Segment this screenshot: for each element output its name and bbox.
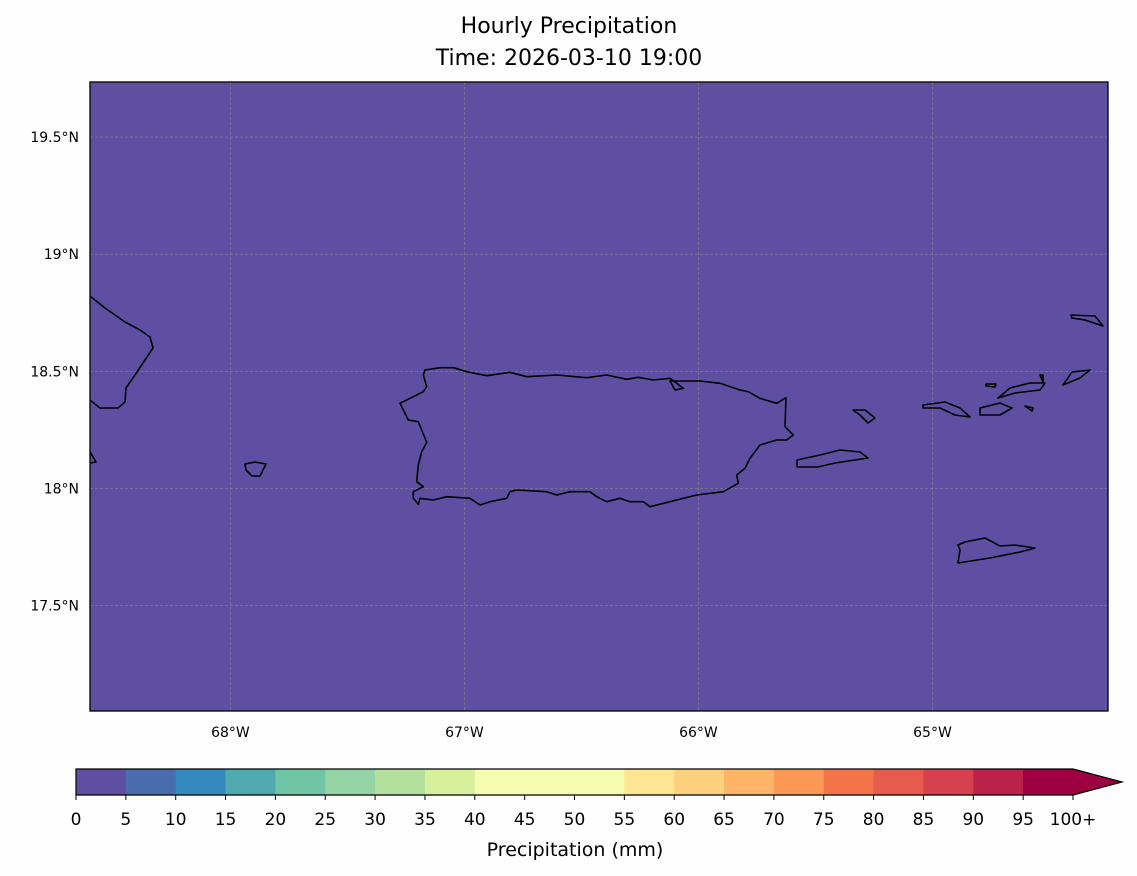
chart-title: Hourly Precipitation — [460, 14, 678, 39]
lat-tick-label: 18°N — [44, 481, 79, 497]
colorbar-segment — [973, 769, 1024, 795]
coastline-puerto-rico — [399, 366, 795, 508]
colorbar-tick-label: 65 — [713, 810, 735, 830]
colorbar-tick-label: 15 — [215, 810, 237, 830]
colorbar-segment — [873, 769, 924, 795]
colorbar-segment — [424, 769, 476, 795]
colorbar-segment — [674, 769, 725, 795]
colorbar-segment — [1023, 769, 1074, 795]
colorbar-segment — [225, 769, 276, 795]
coastline-islet — [1062, 369, 1091, 386]
colorbar-segment — [76, 769, 127, 795]
colorbar-label: Precipitation (mm) — [487, 839, 664, 861]
colorbar-tick-label: 80 — [863, 810, 885, 830]
colorbar-tick-label: 85 — [913, 810, 935, 830]
colorbar-segment — [175, 769, 227, 795]
colorbar-tick-label: 60 — [663, 810, 685, 830]
colorbar-segment — [823, 769, 875, 795]
coastline-anegada — [1070, 314, 1104, 327]
coastline-islet — [985, 383, 997, 388]
coastline-culebra — [852, 409, 876, 424]
colorbar-segment — [375, 769, 426, 795]
lat-tick-label: 19.5°N — [30, 130, 79, 146]
lat-tick-label: 19°N — [44, 247, 79, 263]
colorbar-tick-label: 10 — [165, 810, 187, 830]
colorbar-tick-label: 45 — [514, 810, 536, 830]
colorbar-tick-label: 70 — [763, 810, 785, 830]
map-background — [90, 82, 1108, 711]
colorbar-tick-label: 25 — [314, 810, 336, 830]
colorbar-tick-label: 75 — [813, 810, 835, 830]
colorbar-tick-label: 30 — [364, 810, 386, 830]
colorbar-tick-label: 35 — [414, 810, 436, 830]
colorbar-extend-arrow — [1073, 769, 1122, 795]
colorbar: 0 5 10 15 20 25 30 35 40 45 50 55 60 65 70 75 80 85 90 95 10… — [71, 768, 1125, 830]
coastline-tortola — [997, 382, 1046, 399]
colorbar-segment — [773, 769, 825, 795]
colorbar-tick-label: 0 — [71, 810, 82, 830]
colorbar-segment — [125, 769, 177, 795]
colorbar-tick-label: 90 — [962, 810, 984, 830]
lon-tick-label: 68°W — [211, 725, 250, 741]
colorbar-segment — [474, 769, 625, 795]
coastline-islet — [1039, 374, 1044, 383]
coastline-st-thomas — [922, 401, 971, 418]
map-frame — [89, 81, 1109, 712]
coastline-st-john — [979, 402, 1013, 416]
lon-tick-label: 65°W — [913, 725, 952, 741]
colorbar-tick-label: 95 — [1012, 810, 1034, 830]
coastlines — [89, 295, 1104, 564]
colorbar-segment — [275, 769, 326, 795]
colorbar-tick-label: 5 — [120, 810, 131, 830]
colorbar-segment — [724, 769, 775, 795]
coastline-st-croix — [957, 537, 1036, 564]
lat-tick-label: 18.5°N — [30, 364, 79, 380]
lon-tick-label: 66°W — [679, 725, 718, 741]
coastline-vieques — [796, 449, 869, 468]
coastline-hispaniola-south — [89, 451, 97, 464]
chart-subtitle: Time: 2026-03-10 19:00 — [435, 46, 703, 71]
colorbar-tick-label: 40 — [464, 810, 486, 830]
coastline-mona — [244, 461, 267, 477]
colorbar-segment — [923, 769, 974, 795]
coastline-hispaniola — [89, 295, 154, 409]
colorbar-outline — [75, 768, 1125, 796]
lon-tick-label: 67°W — [445, 725, 484, 741]
colorbar-tick-label: 20 — [265, 810, 287, 830]
colorbar-segment — [325, 769, 376, 795]
coastline-islet — [1024, 405, 1034, 412]
colorbar-tick-label: 55 — [614, 810, 636, 830]
colorbar-tick-label: 100+ — [1050, 810, 1097, 830]
colorbar-segment — [624, 769, 675, 795]
lat-tick-label: 17.5°N — [30, 599, 79, 615]
colorbar-tick-label: 50 — [564, 810, 586, 830]
